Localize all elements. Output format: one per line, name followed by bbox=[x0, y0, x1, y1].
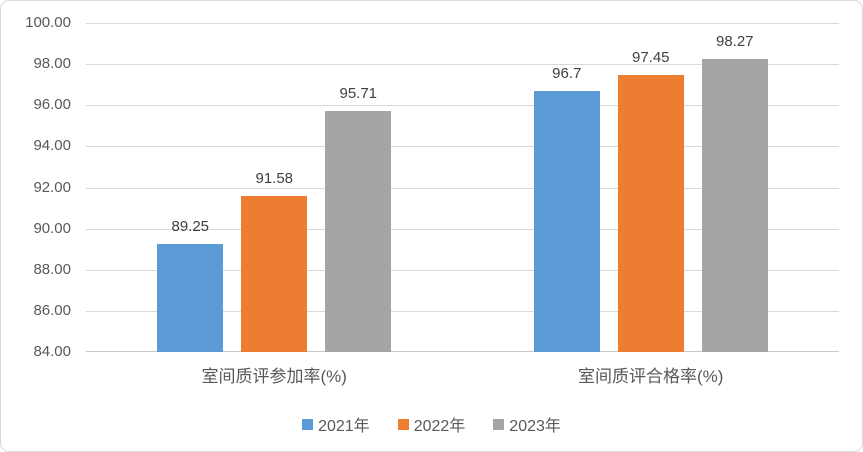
y-axis-tick-label: 96.00 bbox=[33, 96, 71, 114]
bar-2022年-室间质评合格率(%) bbox=[617, 75, 684, 352]
gridline bbox=[86, 269, 839, 271]
x-axis-line bbox=[86, 351, 839, 352]
y-axis-tick-label: 94.00 bbox=[33, 137, 71, 155]
legend-label-2023: 2023年 bbox=[509, 418, 561, 435]
y-axis-tick-label: 98.00 bbox=[33, 55, 71, 73]
legend-item-2021: 2021年 bbox=[302, 412, 370, 436]
y-axis-tick-label: 84.00 bbox=[33, 343, 71, 360]
legend-swatch-2022-icon bbox=[397, 418, 409, 430]
gridline bbox=[86, 146, 839, 148]
data-label: 91.58 bbox=[255, 170, 294, 188]
gridline bbox=[86, 64, 839, 66]
y-axis-tick-label: 88.00 bbox=[33, 260, 71, 278]
bar-2023年-室间质评合格率(%) bbox=[701, 58, 768, 352]
gridline bbox=[86, 310, 839, 312]
data-label: 98.27 bbox=[715, 32, 754, 50]
y-axis-tick-label: 100.00 bbox=[25, 14, 71, 31]
data-label: 96.7 bbox=[552, 64, 582, 82]
gridline bbox=[86, 23, 839, 24]
y-axis-tick-label: 86.00 bbox=[33, 301, 71, 319]
gridline bbox=[86, 187, 839, 189]
plot-area: 89.25 91.58 95.71 96.7 97.45 98.27 bbox=[86, 23, 839, 352]
bar-2021年-室间质评合格率(%) bbox=[533, 90, 600, 352]
legend-label-2021: 2021年 bbox=[318, 418, 370, 435]
category-label-participation-rate: 室间质评参加率(%) bbox=[201, 367, 347, 386]
x-axis-category-labels: 室间质评参加率(%) 室间质评合格率(%) bbox=[86, 362, 839, 387]
data-label: 97.45 bbox=[631, 49, 670, 67]
data-label: 95.71 bbox=[339, 85, 378, 103]
gridline bbox=[86, 105, 839, 107]
data-label: 89.25 bbox=[171, 218, 210, 236]
bar-2023年-室间质评参加率(%) bbox=[325, 111, 392, 352]
category-label-pass-rate: 室间质评合格率(%) bbox=[578, 367, 724, 386]
legend-label-2022: 2022年 bbox=[413, 418, 466, 435]
bar-2021年-室间质评参加率(%) bbox=[157, 244, 224, 352]
legend-swatch-2021-icon bbox=[302, 418, 314, 430]
y-axis-tick-label: 90.00 bbox=[33, 219, 71, 237]
legend-item-2022: 2022年 bbox=[397, 412, 466, 436]
bar-2022年-室间质评参加率(%) bbox=[241, 196, 308, 352]
gridline bbox=[86, 228, 839, 230]
y-axis-tick-label: 92.00 bbox=[33, 178, 71, 196]
chart-legend: 2021年 2022年 2023年 bbox=[1, 412, 862, 436]
legend-item-2023: 2023年 bbox=[493, 412, 561, 436]
legend-swatch-2023-icon bbox=[493, 418, 505, 430]
